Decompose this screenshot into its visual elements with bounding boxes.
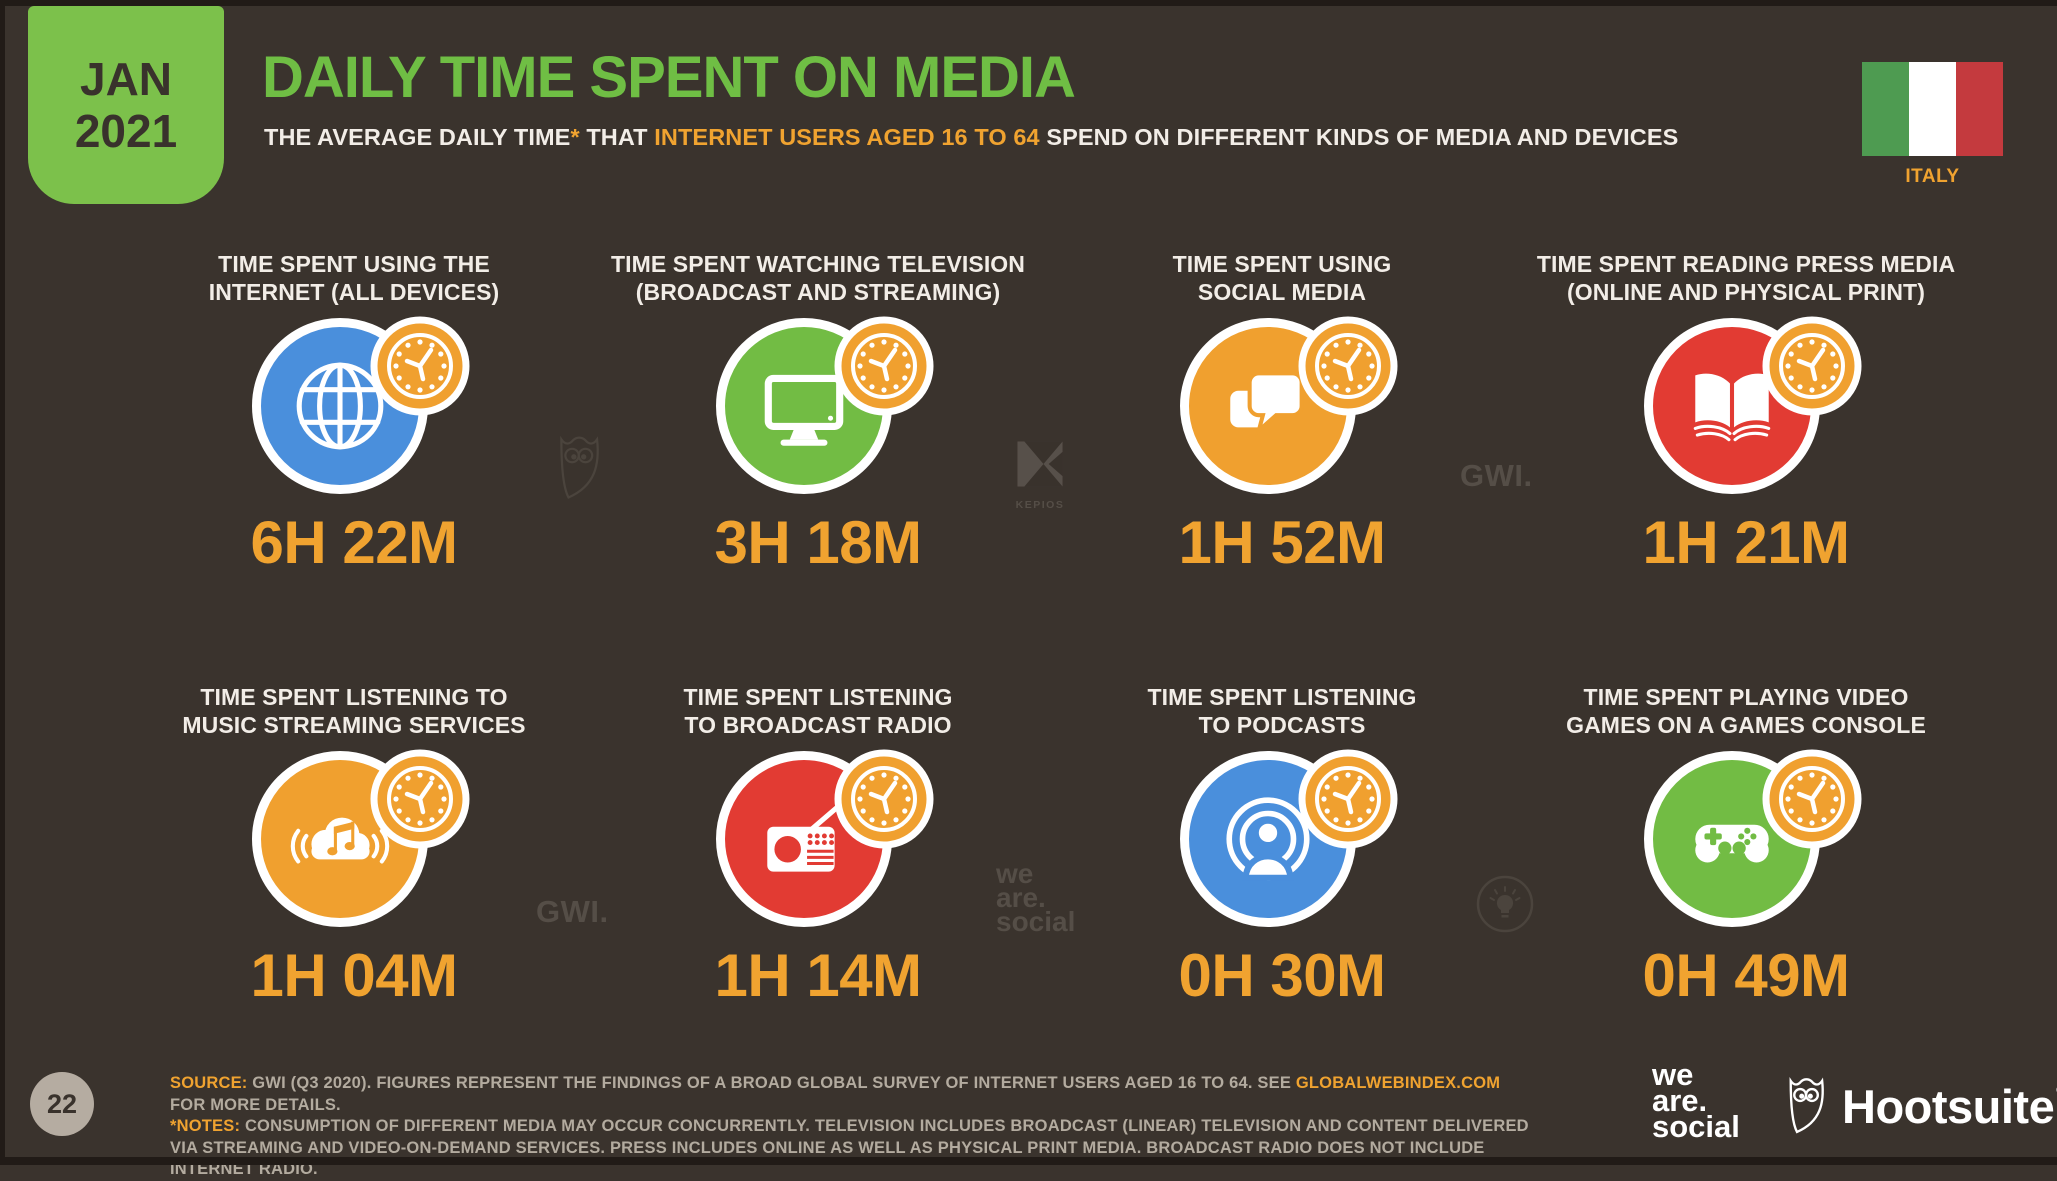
italy-flag-icon — [1862, 62, 2003, 156]
hootsuite-logo: Hootsuite® — [1786, 1076, 2057, 1136]
clock-badge-icon — [834, 749, 934, 849]
flag-band-green — [1862, 62, 1909, 156]
subtitle-asterisk: * — [570, 124, 580, 150]
card-title: TIME SPENT LISTENING TO BROADCAST RADIO — [683, 684, 953, 738]
flag-band-red — [1956, 62, 2003, 156]
clock-badge-icon — [370, 316, 470, 416]
card-value: 1H 52M — [1178, 509, 1386, 576]
media-card-podcasts: TIME SPENT LISTENING TO PODCASTS 0H 30M — [1050, 683, 1514, 1015]
media-card-press: TIME SPENT READING PRESS MEDIA (ONLINE A… — [1514, 250, 1978, 582]
card-title: TIME SPENT PLAYING VIDEO GAMES ON A GAME… — [1566, 684, 1926, 738]
card-value: 3H 18M — [714, 509, 922, 576]
clock-badge-icon — [1298, 749, 1398, 849]
card-value: 1H 21M — [1642, 509, 1850, 576]
date-year: 2021 — [74, 105, 178, 157]
media-card-games: TIME SPENT PLAYING VIDEO GAMES ON A GAME… — [1514, 683, 1978, 1015]
media-card-television: TIME SPENT WATCHING TELEVISION (BROADCAS… — [586, 250, 1050, 582]
card-value: 6H 22M — [250, 509, 458, 576]
clock-badge-icon — [1762, 749, 1862, 849]
card-value: 0H 49M — [1642, 942, 1850, 1009]
clock-badge-icon — [370, 749, 470, 849]
media-card-internet: TIME SPENT USING THE INTERNET (ALL DEVIC… — [122, 250, 586, 582]
clock-badge-icon — [1298, 316, 1398, 416]
hootsuite-owl-icon — [1789, 1076, 1824, 1134]
page-subtitle: THE AVERAGE DAILY TIME* THAT INTERNET US… — [264, 124, 1679, 150]
clock-badge-icon — [1762, 316, 1862, 416]
kepios-watermark: KEPIOS — [1014, 438, 1066, 511]
media-card-music: TIME SPENT LISTENING TO MUSIC STREAMING … — [122, 683, 586, 1015]
hootsuite-wordmark: Hootsuite® — [1842, 1079, 2057, 1134]
gwi-watermark-bottom: GWI. — [536, 894, 609, 929]
date-tab: JAN 2021 — [28, 6, 224, 204]
subtitle-highlight: INTERNET USERS AGED 16 TO 64 — [654, 124, 1040, 150]
card-value: 1H 04M — [250, 942, 458, 1009]
page-number-badge: 22 — [30, 1072, 94, 1136]
card-title: TIME SPENT LISTENING TO PODCASTS — [1147, 684, 1417, 738]
card-value: 1H 14M — [714, 942, 922, 1009]
globalwebindex-link: GLOBALWEBINDEX.COM — [1295, 1074, 1501, 1092]
wearesocial-logo: we are. social — [1652, 1057, 1740, 1144]
wearesocial-watermark: we are. social — [996, 858, 1076, 937]
date-month: JAN — [79, 53, 173, 105]
country-label: ITALY — [1905, 166, 1960, 187]
notes-line: *NOTES: CONSUMPTION OF DIFFERENT MEDIA M… — [170, 1117, 1529, 1178]
lightbulb-watermark-icon — [1475, 874, 1535, 939]
card-title: TIME SPENT WATCHING TELEVISION (BROADCAS… — [610, 251, 1026, 305]
kepios-label: KEPIOS — [1015, 499, 1065, 511]
media-card-radio: TIME SPENT LISTENING TO BROADCAST RADIO — [586, 683, 1050, 1015]
media-card-social: TIME SPENT USING SOCIAL MEDIA 1H 52M — [1050, 250, 1514, 582]
source-line: SOURCE: GWI (Q3 2020). FIGURES REPRESENT… — [170, 1074, 1501, 1114]
page-title: DAILY TIME SPENT ON MEDIA — [262, 45, 1076, 110]
flag-band-white — [1909, 62, 1956, 156]
slide-bottom-edge — [0, 1157, 2057, 1165]
card-title: TIME SPENT LISTENING TO MUSIC STREAMING … — [182, 684, 526, 738]
slide-left-edge — [0, 0, 5, 1165]
card-title: TIME SPENT USING THE INTERNET (ALL DEVIC… — [208, 251, 500, 305]
slide-top-edge — [0, 0, 2057, 6]
kepios-logo-icon — [1017, 441, 1063, 487]
gwi-watermark-top: GWI. — [1460, 458, 1533, 493]
card-value: 0H 30M — [1178, 942, 1386, 1009]
hootsuite-owl-watermark-icon — [556, 434, 606, 507]
card-title: TIME SPENT READING PRESS MEDIA (ONLINE A… — [1536, 251, 1956, 305]
clock-badge-icon — [834, 316, 934, 416]
card-title: TIME SPENT USING SOCIAL MEDIA — [1172, 251, 1392, 305]
